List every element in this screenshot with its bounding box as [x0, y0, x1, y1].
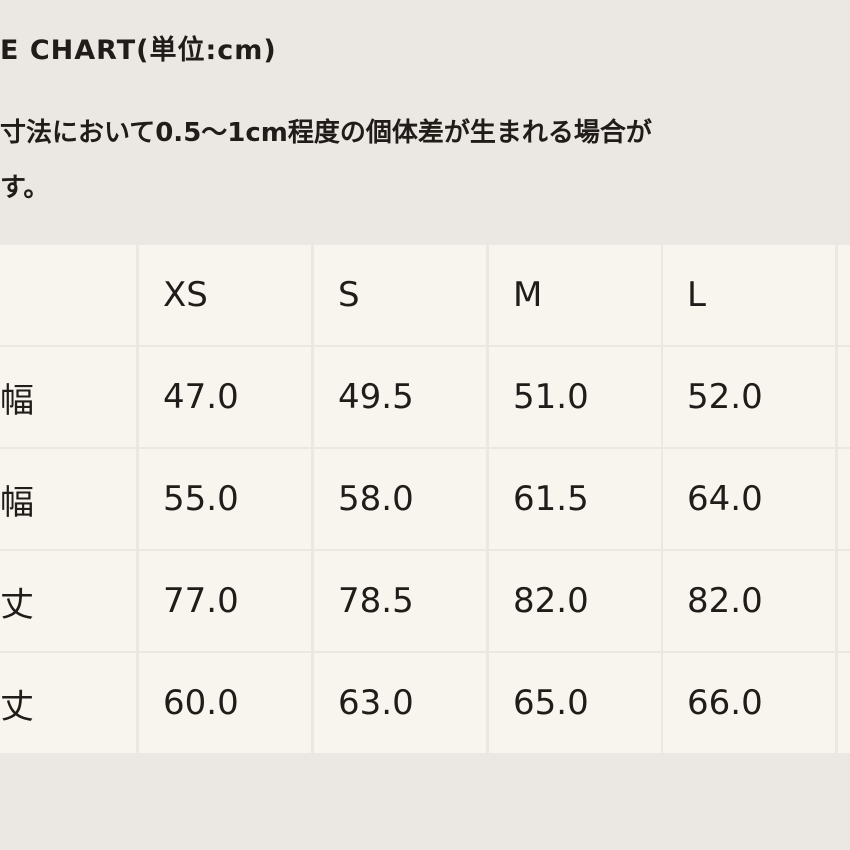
note-line: 寸法において0.5〜1cm程度の個体差が生まれる場合が [0, 118, 652, 148]
table-cell [838, 551, 850, 651]
row-label: 幅 [0, 449, 136, 549]
table-cell: 60.0 [139, 653, 311, 753]
table-cell: 77.0 [139, 551, 311, 651]
table-cell: 82.0 [489, 551, 661, 651]
table-cell [838, 449, 850, 549]
row-label: 丈 [0, 653, 136, 753]
row-label: 幅 [0, 347, 136, 447]
column-header: XS [139, 245, 311, 345]
table-cell: 78.5 [314, 551, 486, 651]
note-line: す。 [0, 173, 50, 203]
column-header: L [663, 245, 835, 345]
table-cell: 51.0 [489, 347, 661, 447]
table-cell: 52.0 [663, 347, 835, 447]
table-cell: 64.0 [663, 449, 835, 549]
table-cell: 65.0 [489, 653, 661, 753]
table-cell: 61.5 [489, 449, 661, 549]
column-header: M [489, 245, 661, 345]
table-cell [838, 347, 850, 447]
table-cell: 66.0 [663, 653, 835, 753]
table-cell [838, 653, 850, 753]
header-cell [838, 245, 850, 345]
row-label: 丈 [0, 551, 136, 651]
table-cell: 47.0 [139, 347, 311, 447]
table-cell: 82.0 [663, 551, 835, 651]
table-cell: 58.0 [314, 449, 486, 549]
header-cell [0, 245, 136, 345]
column-header: S [314, 245, 486, 345]
table-cell: 49.5 [314, 347, 486, 447]
title: E CHART(単位:cm) [0, 35, 277, 66]
table-cell: 55.0 [139, 449, 311, 549]
table-cell: 63.0 [314, 653, 486, 753]
